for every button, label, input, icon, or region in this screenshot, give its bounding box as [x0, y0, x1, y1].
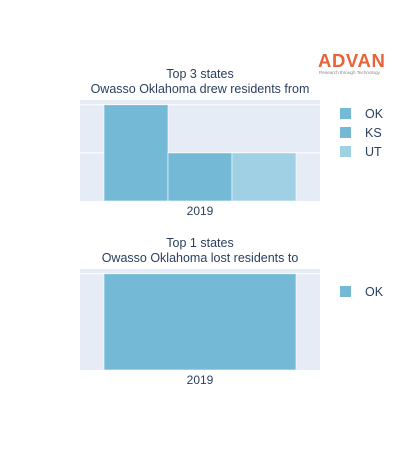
advan-logo: ADVAN Research through Technology — [318, 50, 398, 80]
chart1-bar-ks — [167, 152, 233, 202]
chart1-title-line2: Owasso Oklahoma drew residents from — [90, 82, 310, 96]
chart1-legend-swatch-ut — [340, 146, 351, 157]
chart2-title-line2: Owasso Oklahoma lost residents to — [101, 251, 299, 265]
chart1-legend-label-ks: KS — [365, 126, 382, 140]
chart1: 2019 OK KS UT — [80, 100, 384, 218]
chart2-title: Top 1 states Owasso Oklahoma lost reside… — [60, 236, 340, 266]
chart2-bar-ok — [103, 273, 297, 371]
chart2: 2019 OK — [80, 269, 384, 387]
chart1-title-line1: Top 3 states — [166, 67, 234, 81]
chart2-legend-label-ok: OK — [365, 285, 384, 299]
chart1-title: Top 3 states Owasso Oklahoma drew reside… — [60, 67, 340, 97]
chart1-bar-ut — [231, 152, 297, 202]
chart1-x-tick-label: 2019 — [187, 204, 214, 218]
chart2-legend-swatch-ok — [340, 286, 351, 297]
chart2-x-tick-label: 2019 — [187, 373, 214, 387]
logo-wordmark: ADVAN — [318, 50, 386, 71]
chart1-bar-ok — [103, 104, 169, 202]
chart1-legend-swatch-ks — [340, 127, 351, 138]
chart1-legend-label-ut: UT — [365, 145, 382, 159]
logo-tagline: Research through Technology — [319, 70, 380, 75]
chart1-legend-swatch-ok — [340, 108, 351, 119]
chart2-title-line1: Top 1 states — [166, 236, 234, 250]
chart1-legend-label-ok: OK — [365, 107, 384, 121]
